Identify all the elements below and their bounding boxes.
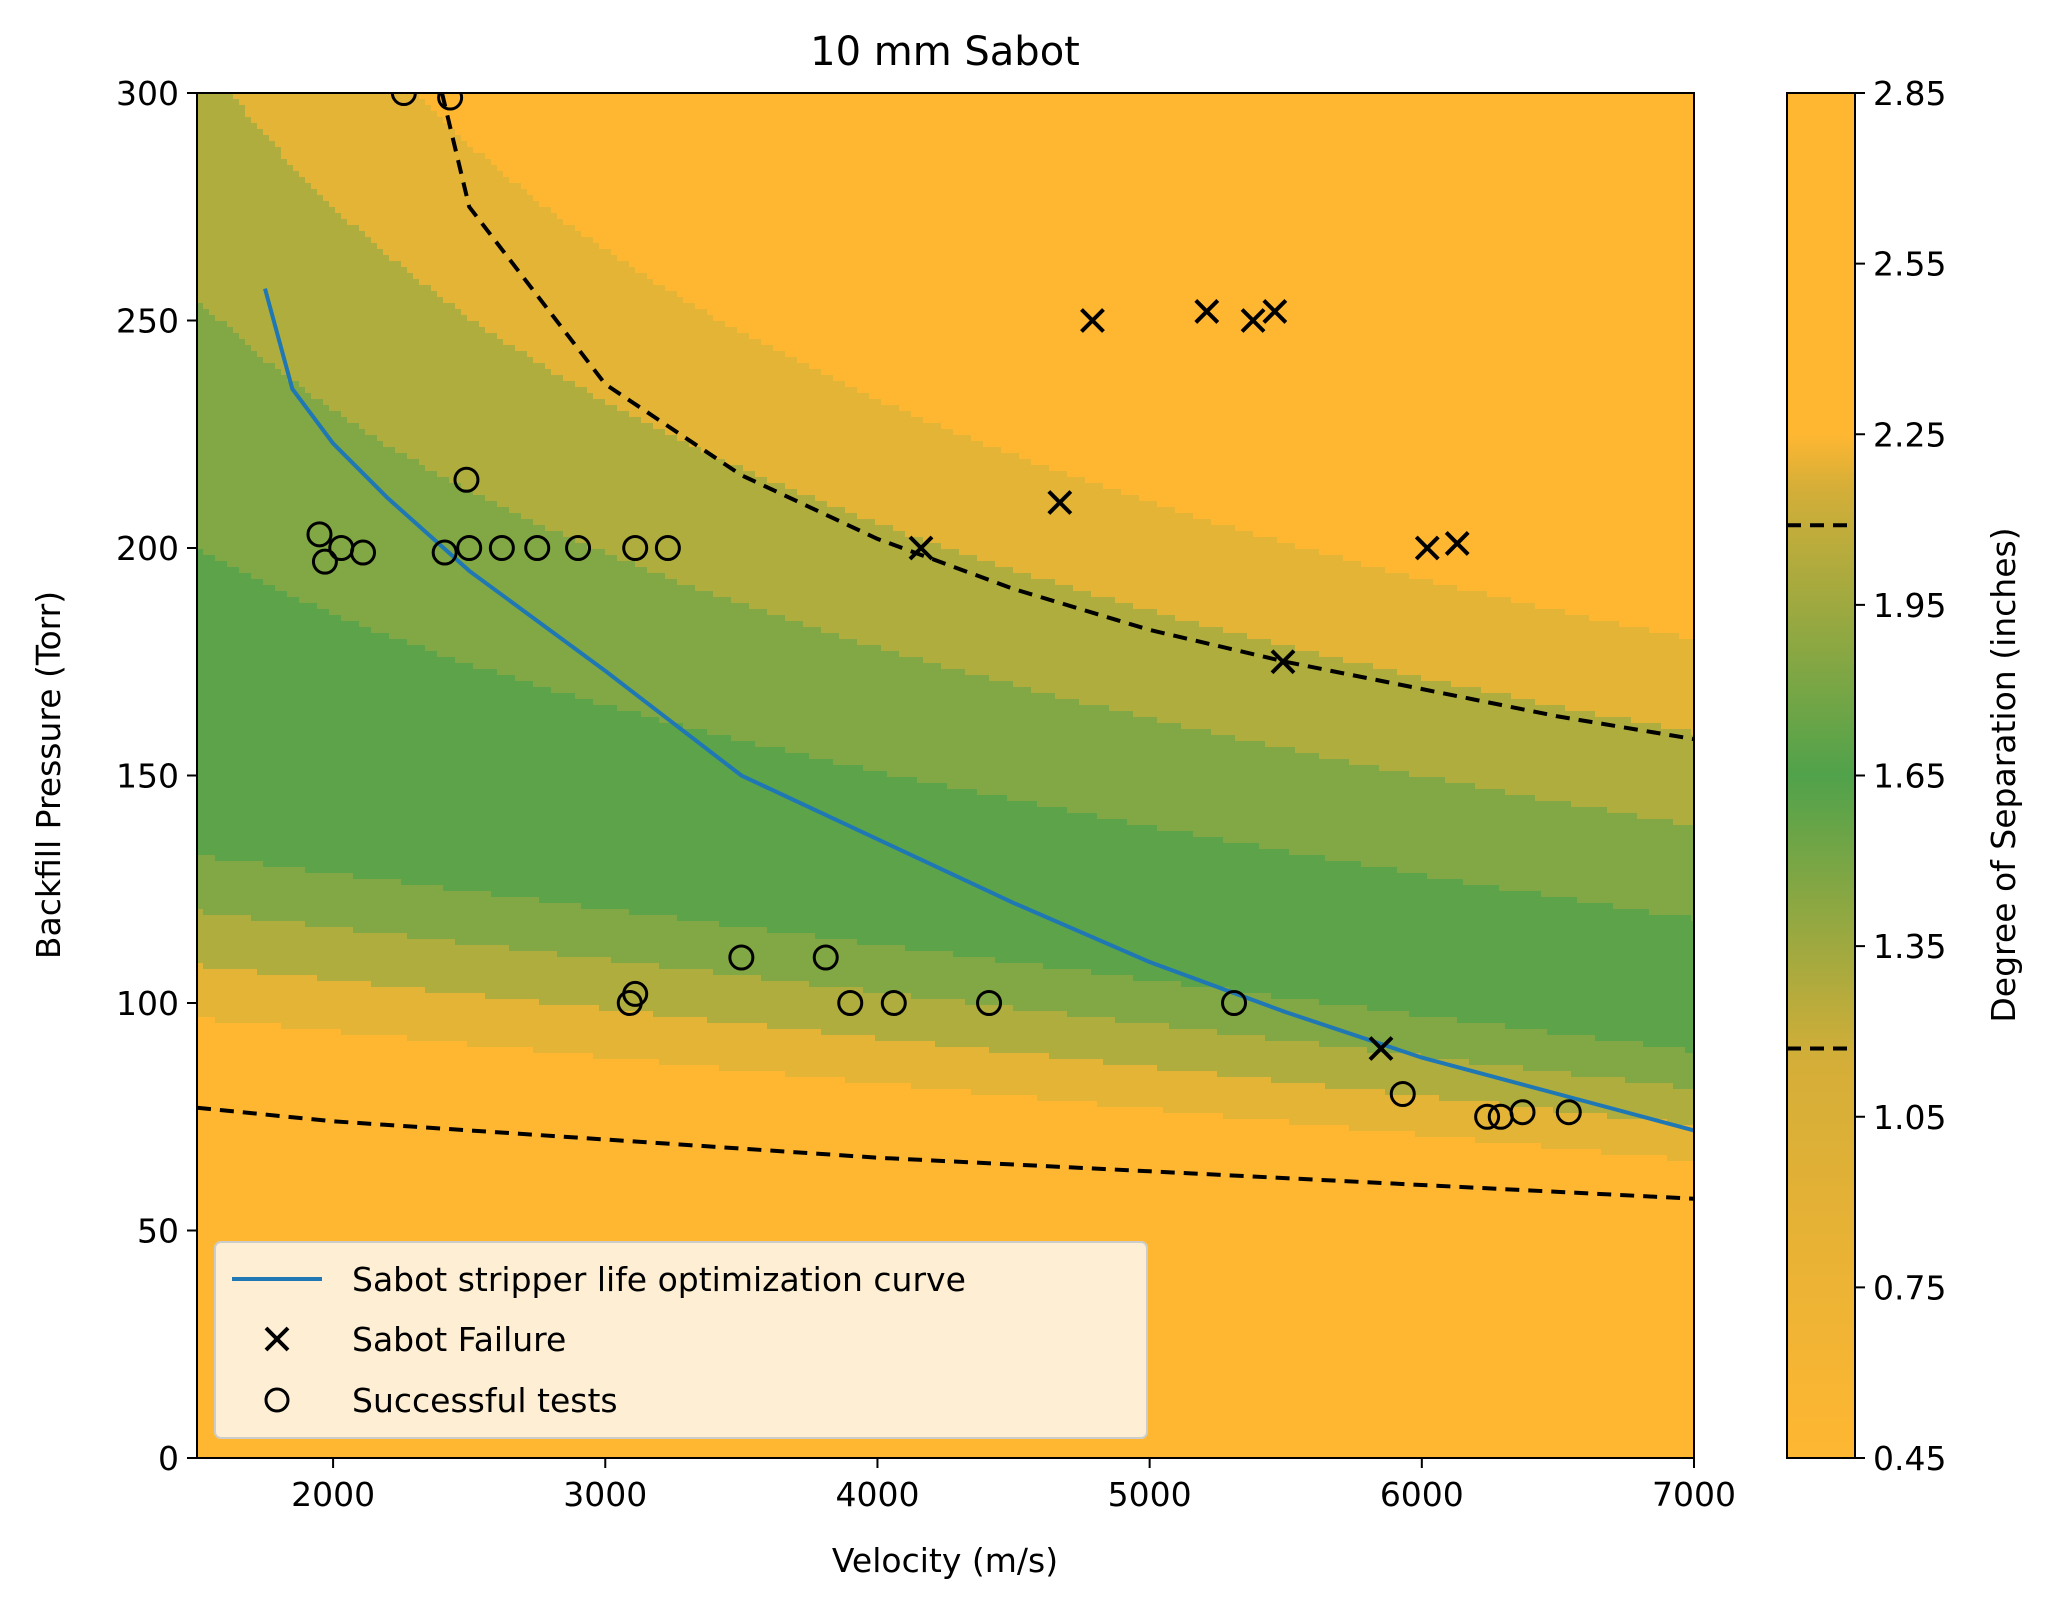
x-tick-label: 7000: [1652, 1475, 1736, 1514]
y-axis-label: Backfill Pressure (Torr): [29, 591, 68, 959]
y-tick-label: 200: [116, 529, 179, 568]
x-tick-label: 6000: [1380, 1475, 1464, 1514]
legend-entry-optimization-curve: Sabot stripper life optimization curve: [352, 1260, 966, 1299]
x-tick-label: 2000: [291, 1475, 375, 1514]
colorbar-tick-label: 1.35: [1873, 927, 1946, 966]
y-axis-ticks: 0 50 100 150 200 250 300: [116, 74, 197, 1478]
y-tick-label: 0: [158, 1439, 179, 1478]
y-tick-label: 100: [116, 984, 179, 1023]
colorbar-tick-label: 1.65: [1873, 757, 1946, 796]
colorbar-label: Degree of Separation (inches): [1984, 527, 2023, 1022]
colorbar-gradient: [1787, 93, 1855, 1458]
x-tick-label: 3000: [563, 1475, 647, 1514]
colorbar-tick-label: 0.75: [1873, 1268, 1946, 1307]
legend-entry-sabot-failure: Sabot Failure: [352, 1320, 566, 1359]
colorbar-tick-label: 2.55: [1873, 245, 1946, 284]
colorbar-tick-label: 2.85: [1873, 74, 1946, 113]
colorbar-ticks: 0.45 0.75 1.05 1.35 1.65 1.95 2.25 2.55 2.85: [1855, 74, 1946, 1478]
colorbar-tick-label: 1.05: [1873, 1098, 1946, 1137]
x-tick-label: 5000: [1108, 1475, 1192, 1514]
y-tick-label: 300: [116, 74, 179, 113]
y-tick-label: 250: [116, 302, 179, 341]
legend-entry-successful-tests: Successful tests: [352, 1381, 618, 1420]
colorbar-tick-label: 2.25: [1873, 415, 1946, 454]
x-axis-ticks: 2000 3000 4000 5000 6000 7000: [291, 1458, 1736, 1514]
y-tick-label: 150: [116, 757, 179, 796]
colorbar-tick-label: 0.45: [1873, 1439, 1946, 1478]
colorbar: 0.45 0.75 1.05 1.35 1.65 1.95 2.25 2.55 2.85 Deg…: [1787, 74, 2023, 1478]
y-tick-label: 50: [137, 1212, 179, 1251]
colorbar-tick-label: 1.95: [1873, 586, 1946, 625]
legend: Sabot stripper life optimization curve S…: [215, 1242, 1147, 1438]
x-axis-label: Velocity (m/s): [832, 1541, 1058, 1580]
x-tick-label: 4000: [835, 1475, 919, 1514]
chart-title: 10 mm Sabot: [810, 29, 1080, 75]
